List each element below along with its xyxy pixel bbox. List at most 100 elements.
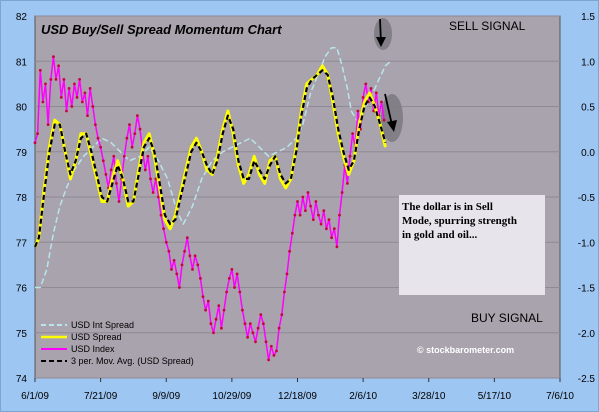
usd-index-point — [143, 168, 147, 172]
sell-arrow-highlight — [374, 18, 392, 50]
usd-index-point — [154, 177, 158, 181]
usd-index-point — [65, 109, 68, 113]
chart-title: USD Buy/Sell Spread Momentum Chart — [41, 22, 282, 37]
right-tick-label: -1.0 — [578, 238, 596, 249]
x-axis-ticks: 6/1/09 7/21/09 9/9/09 10/29/09 12/18/09 2/6/1… — [21, 378, 574, 402]
usd-index-point — [275, 349, 278, 353]
left-tick-label: 79 — [16, 148, 28, 159]
legend-label: 3 per. Mov. Avg. (USD Spread) — [71, 356, 194, 366]
usd-index-point — [86, 114, 89, 117]
usd-index-point — [167, 249, 171, 253]
usd-index-point — [204, 308, 208, 312]
usd-index-point — [222, 308, 226, 312]
note-line: in gold and oil... — [402, 229, 477, 241]
usd-index-point — [191, 268, 194, 271]
x-tick-label: 12/18/09 — [278, 391, 317, 402]
right-axis-ticks: 1.5 1.0 0.5 0.0 -0.5 -1.0 -1.5 -2.0 -2.5 — [578, 12, 596, 385]
x-tick-label: 9/9/09 — [152, 391, 180, 402]
left-axis-ticks: 74 75 76 77 78 79 80 81 82 — [16, 12, 28, 385]
usd-index-point — [374, 91, 378, 95]
series-line-0 — [35, 46, 392, 289]
usd-index-point — [309, 204, 312, 208]
usd-index-point — [36, 132, 39, 136]
usd-index-point — [209, 322, 213, 326]
usd-index-point — [109, 168, 113, 172]
right-tick-label: -1.5 — [578, 284, 596, 295]
usd-index-point — [136, 114, 139, 117]
usd-index-point — [298, 213, 302, 217]
usd-index-point — [301, 195, 305, 199]
usd-index-point — [94, 123, 97, 126]
usd-index-point — [351, 132, 354, 136]
signal-arrows — [374, 18, 403, 142]
usd-index-point — [259, 313, 263, 316]
usd-index-point — [264, 340, 268, 344]
series-layer — [33, 46, 392, 362]
left-tick-label: 75 — [16, 329, 28, 340]
usd-index-point — [83, 91, 87, 95]
grid-lines — [35, 15, 560, 379]
left-tick-label: 74 — [16, 374, 28, 385]
usd-index-point — [369, 87, 373, 90]
right-tick-label: -2.0 — [578, 329, 596, 340]
usd-index-point — [235, 272, 239, 276]
usd-index-point — [38, 68, 42, 72]
usd-index-point — [199, 277, 202, 280]
right-tick-label: 0.5 — [581, 103, 595, 114]
usd-index-point — [67, 87, 71, 90]
x-tick-label: 6/1/09 — [21, 391, 49, 402]
usd-index-point — [185, 236, 189, 240]
usd-index-point — [280, 313, 284, 316]
usd-index-point — [238, 290, 242, 294]
usd-index-point — [73, 82, 76, 86]
usd-index-point — [290, 231, 294, 235]
usd-index-point — [104, 173, 108, 176]
usd-index-point — [277, 326, 281, 330]
usd-index-point — [159, 213, 163, 217]
usd-index-point — [246, 335, 250, 339]
left-tick-label: 81 — [16, 57, 28, 68]
usd-index-point — [382, 118, 386, 122]
usd-index-point — [293, 213, 297, 217]
usd-index-point — [319, 222, 323, 226]
usd-index-point — [115, 182, 118, 185]
x-tick-label: 2/6/10 — [349, 391, 377, 402]
note-line: Mode, spurring strength — [402, 215, 517, 227]
usd-index-point — [314, 200, 318, 203]
left-tick-label: 78 — [16, 193, 28, 204]
usd-index-point — [101, 159, 105, 163]
usd-index-point — [256, 326, 260, 330]
usd-index-point — [254, 340, 257, 344]
usd-index-point — [317, 213, 320, 217]
usd-index-point — [175, 272, 179, 276]
legend-label: USD Spread — [71, 332, 122, 342]
usd-index-point — [52, 55, 55, 59]
usd-index-point — [285, 272, 289, 276]
usd-index-point — [230, 268, 234, 271]
usd-index-point — [164, 240, 168, 244]
usd-index-point — [306, 191, 310, 194]
usd-index-point — [88, 87, 92, 90]
usd-index-point — [348, 154, 352, 158]
usd-index-point — [196, 263, 200, 267]
usd-index-point — [117, 200, 121, 203]
note-line: The dollar is in Sell — [402, 201, 493, 213]
usd-index-point — [217, 304, 221, 307]
usd-index-point — [243, 322, 247, 326]
down-arrowhead-icon — [387, 120, 397, 132]
usd-index-point — [122, 154, 126, 158]
usd-index-point — [241, 308, 244, 312]
sell-signal-label: SELL SIGNAL — [449, 19, 526, 33]
usd-index-point — [201, 295, 205, 298]
usd-index-point — [327, 218, 331, 222]
x-tick-label: 7/6/10 — [546, 391, 574, 402]
left-tick-label: 76 — [16, 284, 28, 295]
usd-index-point — [212, 331, 215, 335]
right-tick-label: -0.5 — [578, 193, 596, 204]
buy-signal-label: BUY SIGNAL — [471, 311, 543, 325]
usd-index-point — [130, 145, 134, 149]
usd-index-point — [356, 109, 360, 113]
usd-index-point — [269, 344, 273, 348]
usd-index-point — [330, 236, 333, 240]
usd-index-point — [267, 358, 270, 362]
